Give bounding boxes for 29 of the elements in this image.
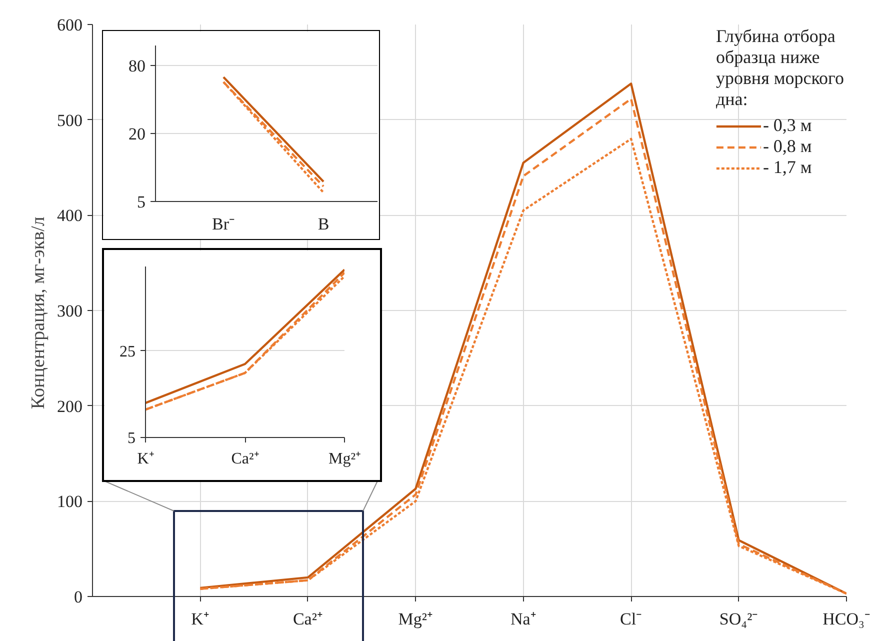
x-tick-label: HCO₃⁻: [822, 610, 870, 628]
x-tick-label: Mg²⁺: [398, 610, 434, 628]
x-tick-label: Mg²⁺: [328, 450, 361, 468]
y-tick-label: 200: [57, 396, 82, 416]
x-tick-label: Na⁺: [510, 610, 536, 628]
x-tick-label: K⁺: [191, 610, 210, 628]
legend-label: - 1,7 м: [762, 157, 812, 178]
y-tick-label: 400: [57, 206, 82, 226]
y-tick-label: 300: [57, 302, 82, 320]
x-tick-label: Ca²⁺: [231, 450, 259, 468]
y-tick-label: 5: [137, 192, 146, 212]
y-axis-title: Концентрация, мг-экв/л: [28, 216, 49, 410]
y-tick-label: 25: [120, 343, 136, 360]
y-tick-label: 600: [57, 16, 82, 34]
x-tick-label: Cl⁻: [620, 610, 642, 628]
x-tick-label: Ca²⁺: [292, 610, 323, 628]
x-tick-label: Br⁻: [212, 214, 235, 234]
y-tick-label: 100: [57, 492, 82, 512]
x-tick-label: K⁺: [137, 450, 154, 468]
legend-label: - 0,3 м: [762, 115, 812, 136]
y-tick-label: 500: [57, 110, 82, 130]
y-tick-label: 0: [74, 588, 82, 606]
legend-title: Глубина отбора образца ниже уровня морского дна:: [716, 26, 844, 110]
y-tick-label: 80: [128, 56, 146, 76]
x-tick-label: SO₄²⁻: [719, 610, 758, 628]
legend-label: - 0,8 м: [762, 136, 812, 157]
x-tick-label: B: [318, 214, 330, 234]
y-tick-label: 20: [128, 124, 146, 144]
y-tick-label: 5: [128, 430, 136, 447]
